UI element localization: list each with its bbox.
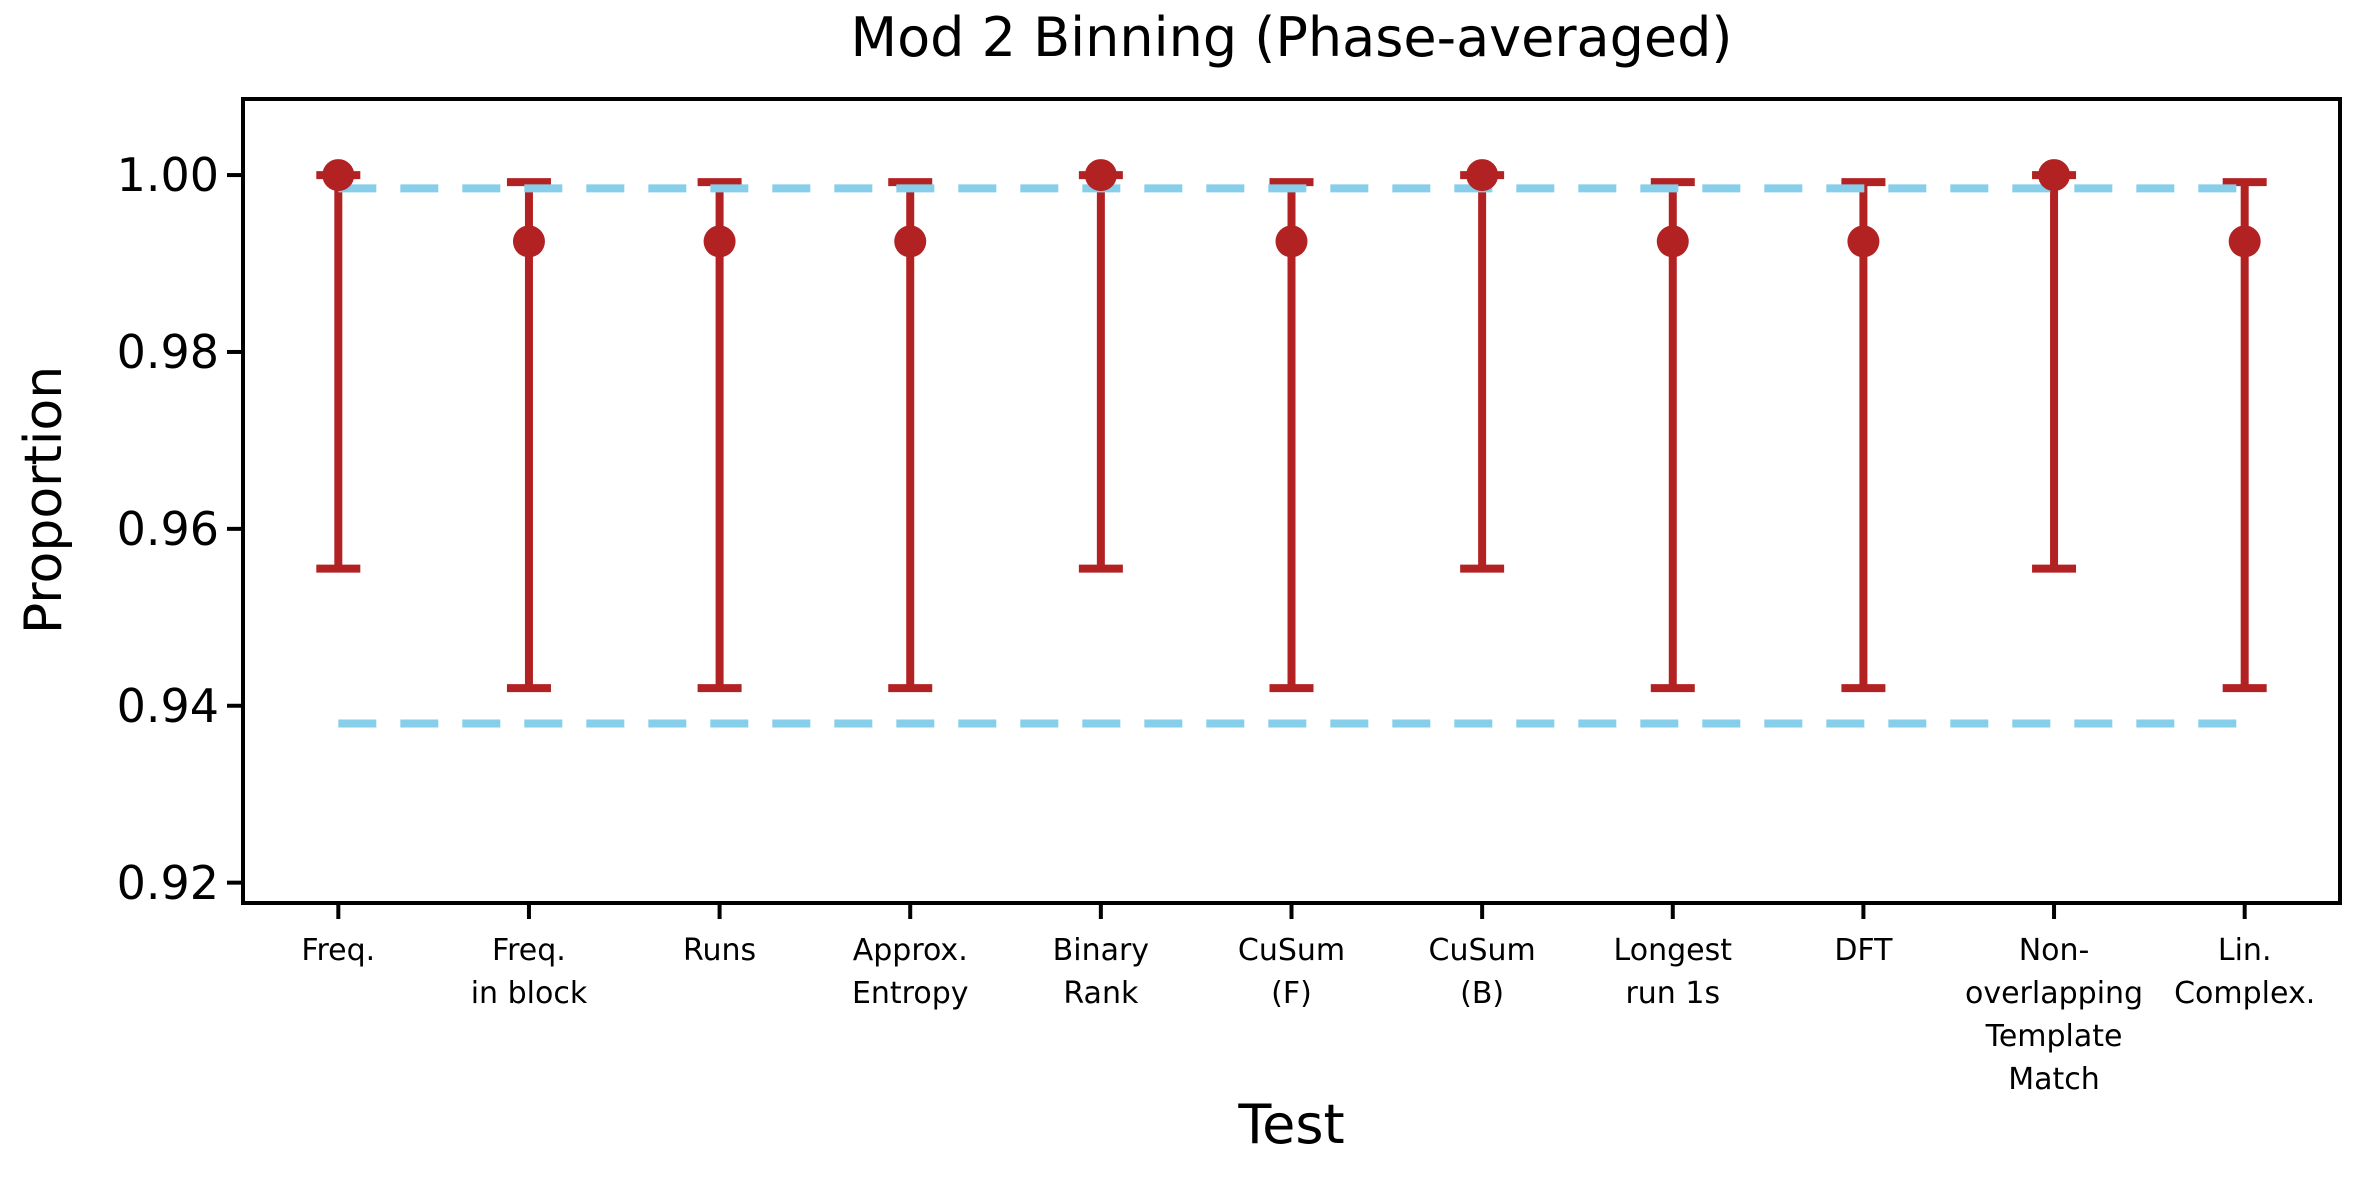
x-tick-label: DFT: [1834, 933, 1893, 968]
data-point-marker: [322, 159, 355, 192]
y-tick-label: 0.96: [117, 502, 219, 556]
data-point-marker: [1847, 225, 1880, 258]
y-tick-label: 0.98: [117, 325, 219, 379]
data-point-marker: [894, 225, 927, 258]
x-tick-label: Runs: [683, 933, 756, 968]
data-point-marker: [1656, 225, 1689, 258]
data-point-marker: [1084, 159, 1117, 192]
x-tick-label: CuSum (F): [1238, 933, 1345, 1011]
data-point-marker: [2228, 225, 2261, 258]
data-point-marker: [2038, 159, 2071, 192]
x-axis-label: Test: [1238, 1093, 1345, 1156]
chart-title: Mod 2 Binning (Phase-averaged): [850, 6, 1733, 69]
x-tick-label: Lin. Complex.: [2174, 933, 2315, 1011]
x-tick-label: Binary Rank: [1053, 933, 1149, 1011]
x-tick-label: Approx. Entropy: [852, 933, 969, 1011]
x-tick-label: Longest run 1s: [1614, 933, 1733, 1011]
y-tick-label: 0.94: [117, 679, 219, 733]
data-point-marker: [1466, 159, 1499, 192]
data-point-marker: [512, 225, 545, 258]
data-point-marker: [1275, 225, 1308, 258]
x-tick-label: Freq. in block: [471, 933, 588, 1011]
y-tick-label: 0.92: [117, 856, 219, 910]
x-tick-label: Freq.: [301, 933, 375, 968]
x-tick-label: Non-overlapping Template Match: [1965, 933, 2143, 1097]
y-tick-label: 1.00: [117, 148, 219, 202]
data-point-marker: [703, 225, 736, 258]
x-tick-label: CuSum (B): [1429, 933, 1536, 1011]
